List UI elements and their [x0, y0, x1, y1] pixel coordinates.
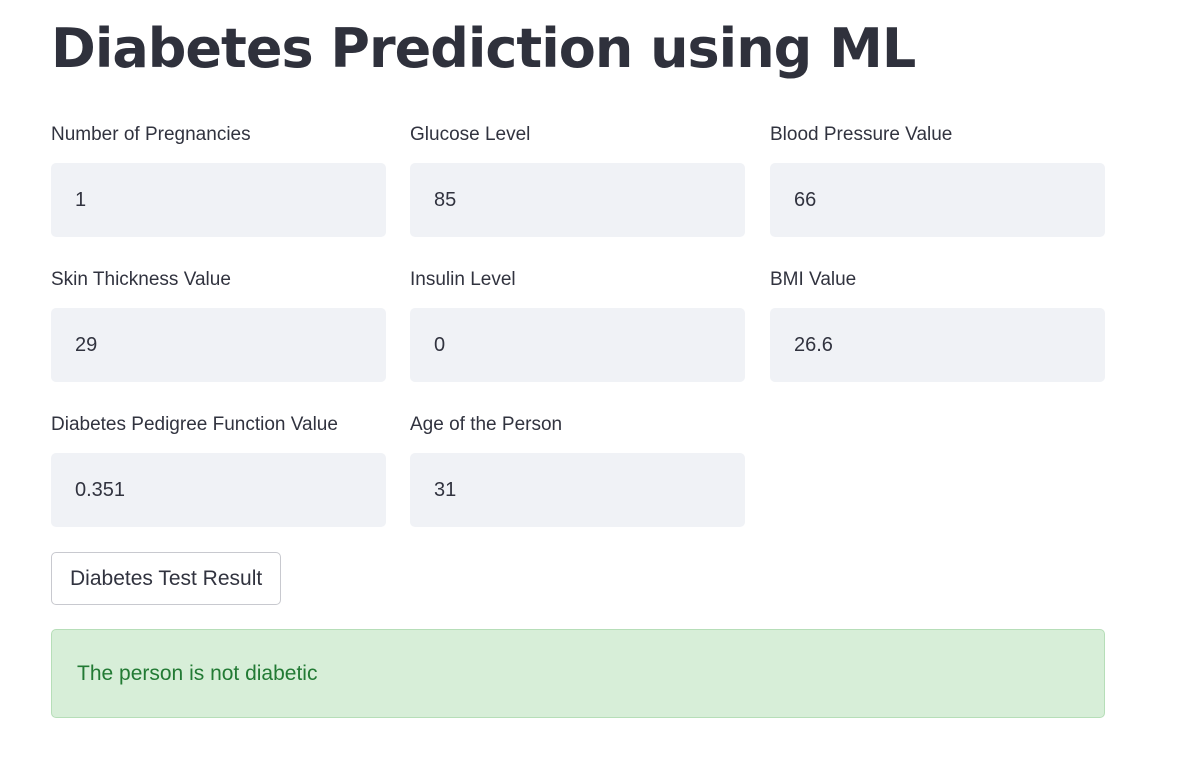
field-label-age: Age of the Person [410, 414, 563, 435]
insulin-input[interactable] [410, 308, 745, 382]
skin-thickness-input[interactable] [51, 308, 386, 382]
field-label-pedigree: Diabetes Pedigree Function Value [51, 414, 338, 435]
result-message: The person is not diabetic [77, 661, 318, 685]
blood-pressure-input[interactable] [770, 163, 1105, 237]
age-input[interactable] [410, 453, 745, 527]
field-label-pregnancies: Number of Pregnancies [51, 124, 251, 145]
field-bmi: BMI Value [770, 268, 1105, 382]
bmi-input[interactable] [770, 308, 1105, 382]
field-insulin: Insulin Level [410, 268, 745, 382]
field-label-bmi: BMI Value [770, 269, 857, 290]
field-label-insulin: Insulin Level [410, 269, 516, 290]
result-success-alert: The person is not diabetic [51, 629, 1105, 718]
diabetes-test-result-button[interactable]: Diabetes Test Result [51, 552, 282, 605]
field-label-glucose: Glucose Level [410, 124, 531, 145]
field-glucose: Glucose Level [410, 123, 745, 237]
pedigree-input[interactable] [51, 453, 386, 527]
field-label-blood-pressure: Blood Pressure Value [770, 124, 953, 145]
page-title: Diabetes Prediction using ML [51, 17, 916, 80]
field-skin-thickness: Skin Thickness Value [51, 268, 386, 382]
field-blood-pressure: Blood Pressure Value [770, 123, 1105, 237]
field-age: Age of the Person [410, 413, 745, 527]
field-pregnancies: Number of Pregnancies [51, 123, 386, 237]
glucose-input[interactable] [410, 163, 745, 237]
field-pedigree: Diabetes Pedigree Function Value [51, 413, 386, 527]
pregnancies-input[interactable] [51, 163, 386, 237]
field-label-skin-thickness: Skin Thickness Value [51, 269, 231, 290]
